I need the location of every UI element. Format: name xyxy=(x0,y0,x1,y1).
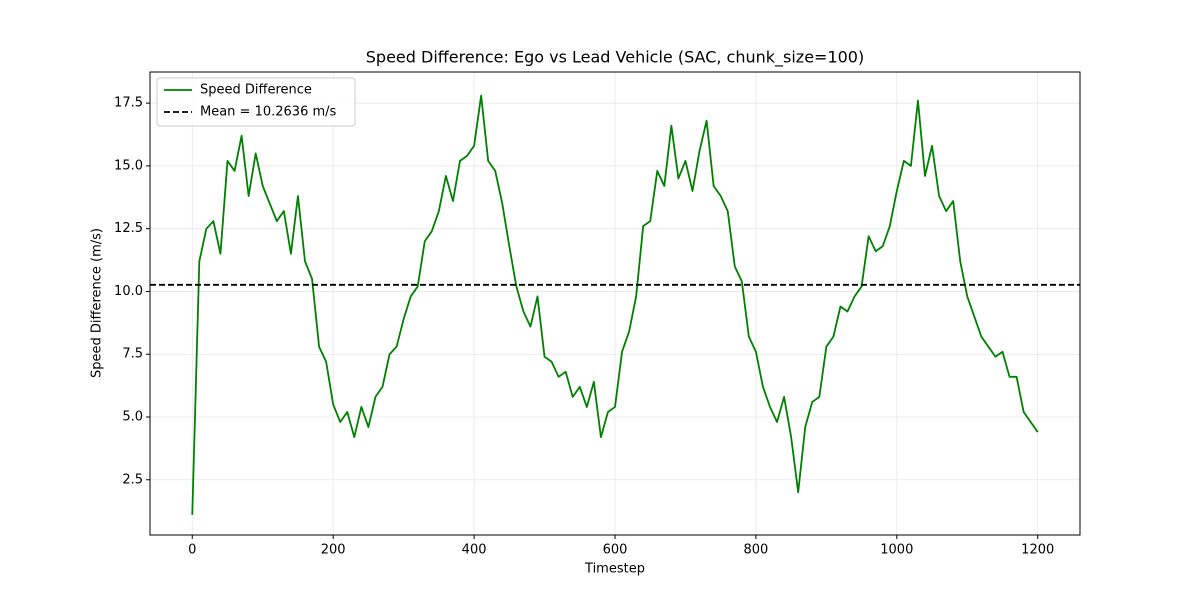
y-tick-label: 12.5 xyxy=(114,221,143,236)
x-tick-label: 600 xyxy=(603,543,628,558)
legend-label: Speed Difference xyxy=(200,83,312,98)
y-tick-label: 7.5 xyxy=(122,347,143,362)
x-tick-label: 400 xyxy=(462,543,487,558)
x-tick-label: 0 xyxy=(188,543,196,558)
y-tick-label: 2.5 xyxy=(122,472,143,487)
chart-title: Speed Difference: Ego vs Lead Vehicle (S… xyxy=(366,48,864,68)
x-tick-label: 1200 xyxy=(1021,543,1054,558)
x-tick-label: 1000 xyxy=(880,543,913,558)
x-tick-label: 200 xyxy=(321,543,346,558)
y-tick-label: 5.0 xyxy=(122,409,143,424)
plot-frame xyxy=(149,71,1081,536)
y-tick-label: 17.5 xyxy=(114,96,143,111)
legend-label: Mean = 10.2636 m/s xyxy=(200,105,337,120)
data-line xyxy=(191,94,1039,515)
y-tick-label: 15.0 xyxy=(114,158,143,173)
legend-box xyxy=(156,77,356,127)
x-tick-label: 800 xyxy=(743,543,768,558)
y-tick-label: 10.0 xyxy=(114,284,143,299)
y-axis-label: Speed Difference (m/s) xyxy=(90,228,105,378)
x-axis-label: Timestep xyxy=(584,562,645,577)
